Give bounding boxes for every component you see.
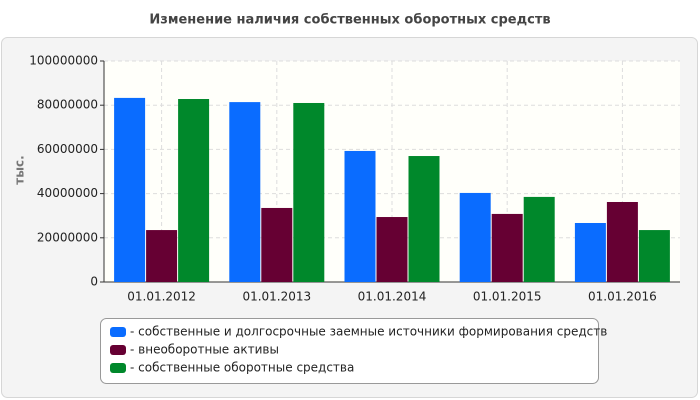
y-tick-label: 0 [90,275,98,289]
x-tick-label: 01.01.2014 [358,290,427,304]
x-tick-label: 01.01.2016 [588,290,657,304]
bar [606,201,638,282]
y-tick-label: 80000000 [37,98,98,112]
bar [408,156,440,282]
bar [491,213,523,282]
bar [146,230,178,282]
legend-label: - собственные оборотные средства [130,361,354,375]
bar [344,150,376,282]
y-tick-label: 20000000 [37,230,98,244]
chart-title: Изменение наличия собственных оборотных … [149,13,550,28]
legend [100,318,599,384]
legend-label: - собственные и долгосрочные заемные ист… [130,325,607,339]
x-tick-label: 01.01.2013 [242,290,311,304]
x-tick-label: 01.01.2015 [473,290,542,304]
y-tick-label: 40000000 [37,186,98,200]
bar [523,196,555,282]
y-tick-label: 60000000 [37,142,98,156]
bar [229,102,261,282]
x-tick-label: 01.01.2012 [127,290,196,304]
bar [376,217,408,282]
bar [638,230,670,282]
bar [574,222,606,282]
bar [261,207,293,282]
bar [178,99,210,283]
legend-swatch [110,345,126,355]
bar [114,97,146,282]
legend-swatch [110,327,126,337]
y-axis-label: тыс. [13,155,27,184]
y-tick-label: 100000000 [29,54,98,68]
legend-label: - внеоборотные активы [130,343,279,357]
legend-swatch [110,363,126,373]
bar [459,192,491,282]
bar [293,102,325,283]
